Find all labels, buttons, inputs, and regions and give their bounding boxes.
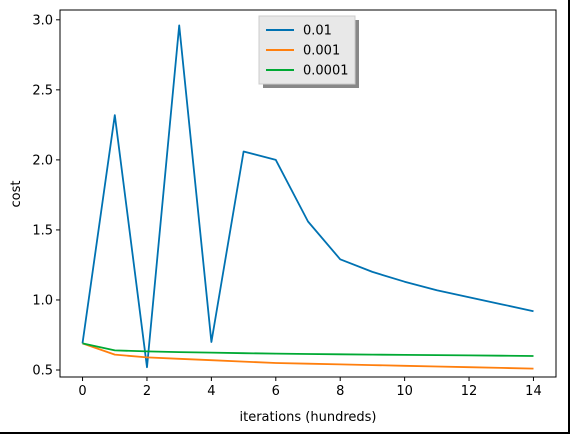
x-tick-label: 12 [461, 384, 478, 399]
legend: 0.01 0.001 0.0001 [258, 15, 359, 88]
x-tick-label: 4 [207, 384, 215, 399]
y-tick-label: 3.0 [32, 13, 53, 28]
x-tick-label: 10 [396, 384, 413, 399]
legend-label: 0.0001 [303, 64, 349, 79]
y-tick-label: 1.5 [32, 223, 53, 238]
y-tick-label: 2.5 [32, 83, 53, 98]
x-tick-label: 8 [336, 384, 344, 399]
y-tick-label: 0.5 [32, 363, 53, 378]
y-tick-label: 2.0 [32, 153, 53, 168]
series-line-0.01 [81, 24, 534, 369]
x-tick-label: 14 [525, 384, 542, 399]
series-line-0.001 [82, 342, 534, 370]
x-axis-label: iterations (hundreds) [239, 410, 376, 425]
y-axis-label: cost [9, 181, 24, 208]
legend-entries: 0.01 0.001 0.0001 [266, 24, 349, 79]
x-tick-label: 0 [78, 384, 86, 399]
series-lines [81, 24, 534, 370]
figure-right-edge [568, 0, 570, 434]
legend-label: 0.01 [303, 24, 332, 39]
x-axis-ticks: 0 2 4 6 8 10 12 14 [78, 377, 542, 399]
series-line-0.0001 [82, 342, 534, 357]
y-tick-label: 1.0 [32, 293, 53, 308]
legend-label: 0.001 [303, 44, 340, 59]
x-tick-label: 2 [143, 384, 151, 399]
y-axis-ticks: 0.5 1.0 1.5 2.0 2.5 3.0 [32, 13, 60, 378]
x-tick-label: 6 [272, 384, 280, 399]
figure-bottom-edge [0, 432, 570, 434]
